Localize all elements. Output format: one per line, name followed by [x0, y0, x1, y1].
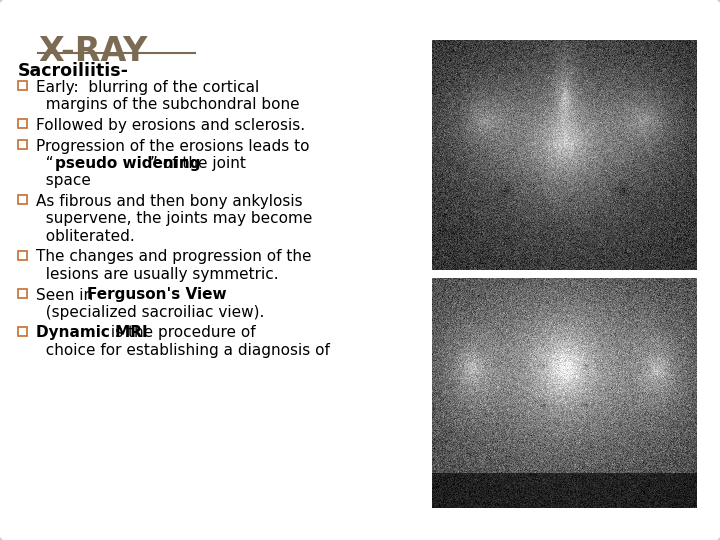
Text: (specialized sacroiliac view).: (specialized sacroiliac view).	[36, 305, 264, 320]
Text: is the procedure of: is the procedure of	[106, 326, 255, 341]
Text: obliterated.: obliterated.	[36, 229, 135, 244]
Text: The changes and progression of the: The changes and progression of the	[36, 249, 312, 265]
Text: supervene, the joints may become: supervene, the joints may become	[36, 212, 312, 226]
Text: margins of the subchondral bone: margins of the subchondral bone	[36, 98, 300, 112]
Text: choice for establishing a diagnosis of: choice for establishing a diagnosis of	[36, 343, 330, 358]
Text: pseudo widening: pseudo widening	[55, 156, 200, 171]
Text: X-RAY: X-RAY	[38, 35, 148, 68]
Text: Dynamic MRI: Dynamic MRI	[36, 326, 148, 341]
Text: space: space	[36, 173, 91, 188]
Text: Followed by erosions and sclerosis.: Followed by erosions and sclerosis.	[36, 118, 305, 133]
Text: Ferguson's View: Ferguson's View	[86, 287, 226, 302]
Text: “: “	[36, 156, 53, 171]
Text: Seen in: Seen in	[36, 287, 98, 302]
Text: Early:  blurring of the cortical: Early: blurring of the cortical	[36, 80, 259, 95]
Text: ” of the joint: ” of the joint	[150, 156, 246, 171]
Text: Progression of the erosions leads to: Progression of the erosions leads to	[36, 138, 310, 153]
Text: lesions are usually symmetric.: lesions are usually symmetric.	[36, 267, 279, 282]
Text: Sacroiliitis-: Sacroiliitis-	[18, 62, 129, 80]
Text: As fibrous and then bony ankylosis: As fibrous and then bony ankylosis	[36, 194, 302, 209]
